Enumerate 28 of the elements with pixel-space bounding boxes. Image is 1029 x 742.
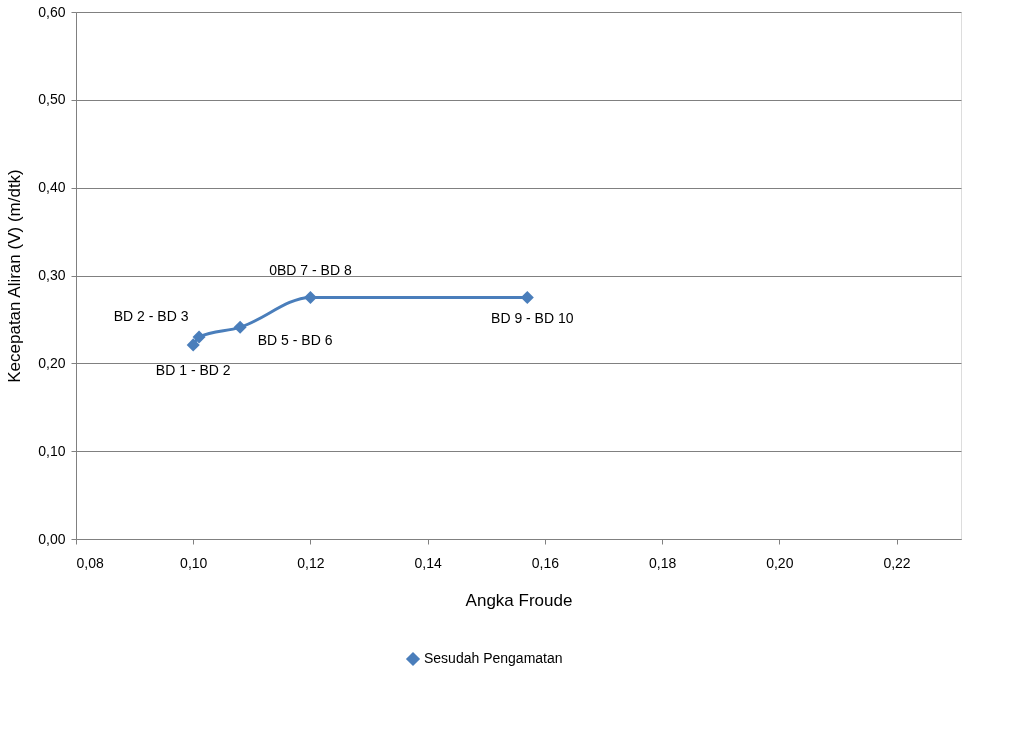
annotation: BD 1 - BD 2 [155,361,231,378]
x-tick-label: 0,14 [414,554,442,571]
x-tick-label: 0,18 [648,554,677,571]
y-tick-label: 0,60 [38,3,66,20]
y-tick-label: 0,50 [38,91,66,108]
x-tick-label: 0,12 [297,554,325,571]
y-tick-label: 0,30 [38,267,66,283]
y-axis-title: Kecepatan Aliran (V) (m/dtk) [5,169,25,383]
annotation: BD 5 - BD 6 [257,332,333,349]
x-tick-label: 0,20 [766,554,794,571]
point [520,290,534,304]
x-tick-label: 0,08 [76,554,104,571]
point [303,290,317,304]
y-tick-label: 0,10 [38,442,66,459]
x-axis-title: Angka Froude [465,590,573,610]
y-tick-label: 0,20 [38,354,66,371]
x-tick-label: 0,16 [531,554,560,571]
x-tick-label: 0,10 [180,554,208,571]
point [186,338,200,352]
point [233,320,247,334]
annotation: BD 9 - BD 10 [491,310,574,327]
y-tick-label: 0,40 [38,179,66,196]
annotation: BD 2 - BD 3 [113,307,189,324]
y-tick-label: 0,00 [38,530,66,547]
annotation: 0BD 7 - BD 8 [269,262,352,279]
x-tick-label: 0,22 [883,554,911,571]
point [192,330,206,344]
legend-label: Sesudah Pengamatan [424,650,563,666]
